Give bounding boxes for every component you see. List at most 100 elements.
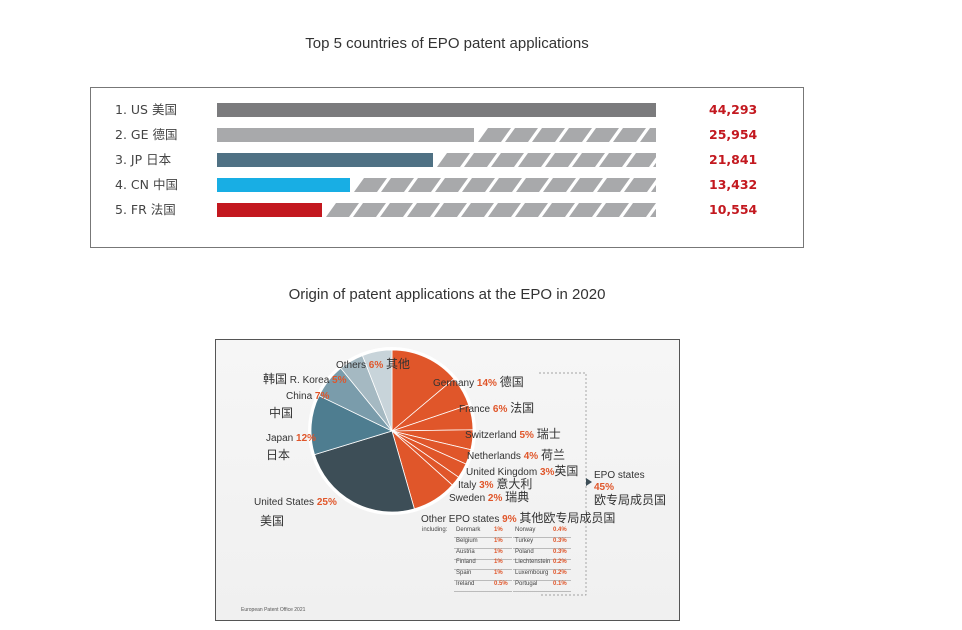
bar-track — [217, 103, 656, 117]
including-row: Spain 1% — [454, 570, 512, 582]
bar-category-label: 2. GE 德国 — [115, 127, 178, 142]
bar — [217, 203, 322, 217]
bar-track — [217, 203, 656, 217]
bar-row: 2. GE 德国 25,954 — [91, 127, 803, 143]
bar-track — [217, 128, 656, 142]
bar-row: 4. CN 中国 13,432 — [91, 177, 803, 193]
bar-hatch — [435, 178, 468, 192]
bar-hatch — [461, 203, 494, 217]
bar-hatch — [572, 153, 605, 167]
bar-hatch — [462, 178, 495, 192]
bar-hatch — [491, 153, 524, 167]
including-country: Poland — [515, 548, 534, 555]
bar-hatch — [407, 203, 440, 217]
bar-hatch — [586, 128, 619, 142]
bar-category-label: 4. CN 中国 — [115, 177, 178, 192]
bar-hatch — [408, 178, 441, 192]
label-others: Others 6% 其他 — [336, 357, 411, 371]
pie-slice — [310, 395, 394, 456]
bar-hatch — [542, 203, 575, 217]
bar-hatch — [505, 128, 538, 142]
including-pct: 1% — [494, 570, 503, 577]
label-korea: 韩国 R. Korea 5% — [263, 372, 347, 386]
including-country: Ireland — [456, 581, 475, 587]
including-country: Denmark — [456, 527, 481, 533]
including-country: Liechtenstein — [515, 559, 551, 566]
label-italy: Italy 3% 意大利 — [458, 477, 533, 491]
including-row: Poland 0.3% — [513, 549, 571, 560]
including-row: Norway 0.4% — [513, 527, 571, 538]
including-country: Belgium — [456, 537, 478, 544]
bar — [217, 153, 433, 167]
including-country: Austria — [456, 548, 475, 555]
label-germany: Germany 14% 德国 — [433, 375, 524, 389]
bar-category-label: 1. US 美国 — [115, 102, 177, 117]
bar-hatch — [623, 203, 656, 217]
including-row: Luxembourg 0.2% — [513, 570, 571, 582]
bar-category-label: 3. JP 日本 — [115, 152, 172, 167]
including-row: Belgium 1% — [454, 538, 512, 549]
bar-value-label: 25,954 — [709, 127, 758, 142]
bar — [217, 103, 656, 117]
bar-value-label: 10,554 — [709, 202, 758, 217]
bar-hatch — [354, 178, 387, 192]
bar-hatch — [464, 153, 497, 167]
label-china: China 7% 中国 — [269, 391, 330, 420]
including-pct: 0.5% — [494, 581, 508, 587]
including-row: Liechtenstein 0.2% — [513, 559, 571, 571]
bar-hatch — [434, 203, 467, 217]
including-label: including: — [422, 527, 448, 533]
bar-row: 3. JP 日本 21,841 — [91, 152, 803, 168]
bar-category-label: 5. FR 法国 — [115, 202, 176, 217]
including-country: Norway — [515, 527, 536, 533]
including-pct: 1% — [494, 527, 503, 533]
bar-hatch — [569, 203, 602, 217]
including-row: Denmark 1% — [454, 527, 512, 538]
bar-hatch — [489, 178, 522, 192]
pie-slice — [361, 349, 393, 432]
pie-slice — [391, 349, 455, 432]
label-epo-states: EPO states 45% 欧专局成员国 — [594, 470, 667, 507]
bar-hatch — [532, 128, 565, 142]
including-country: Portugal — [515, 581, 538, 587]
bar-hatch — [326, 203, 359, 217]
label-sweden: Sweden 2% 瑞典 — [449, 490, 530, 504]
including-country: Luxembourg — [515, 570, 549, 577]
label-uk: United Kingdom 3%英国 — [466, 464, 579, 478]
including-pct: 1% — [494, 548, 503, 555]
bar-hatch — [651, 185, 656, 192]
including-country: Finland — [456, 559, 476, 566]
bar-value-label: 44,293 — [709, 102, 758, 117]
bar-value-label: 21,841 — [709, 152, 758, 167]
bar-hatch — [640, 128, 656, 142]
including-country: Spain — [456, 570, 472, 577]
including-country: Turkey — [515, 537, 534, 544]
including-row: Austria 1% — [454, 549, 512, 560]
epo-bracket-arrow — [586, 478, 592, 486]
bar-hatch — [488, 203, 521, 217]
pie-chart: Others 6% 其他 韩国 R. Korea 5% China 7% 中国 … — [215, 339, 680, 621]
including-pct: 1% — [494, 537, 503, 544]
including-pct: 0.3% — [553, 548, 567, 555]
bar-hatch — [478, 128, 511, 142]
including-row: Portugal 0.1% — [513, 581, 571, 592]
bar-row: 1. US 美国 44,293 — [91, 102, 803, 118]
bar-hatch — [624, 178, 656, 192]
bar-value-label: 13,432 — [709, 177, 758, 192]
source-note: European Patent Office 2021 — [241, 607, 306, 613]
label-other-epo: Other EPO states 9% 其他欧专局成员国 — [421, 511, 616, 525]
label-france: France 6% 法国 — [459, 401, 535, 415]
bar — [217, 178, 350, 192]
bar-hatch — [543, 178, 576, 192]
bar-hatch — [653, 162, 656, 167]
bar-hatch — [597, 178, 630, 192]
bar-chart: 1. US 美国 44,293 2. GE 德国 25,954 3. JP 日本 21,8… — [90, 87, 804, 248]
label-japan: Japan 12% 日本 — [266, 433, 317, 462]
bar-hatch — [599, 153, 632, 167]
pie-svg — [308, 347, 592, 596]
pie-chart-title: Origin of patent applications at the EPO… — [288, 286, 606, 303]
bar-hatch — [515, 203, 548, 217]
bar — [217, 128, 474, 142]
including-row: Ireland 0.5% — [454, 581, 512, 592]
bar-row: 5. FR 法国 10,554 — [91, 202, 803, 218]
